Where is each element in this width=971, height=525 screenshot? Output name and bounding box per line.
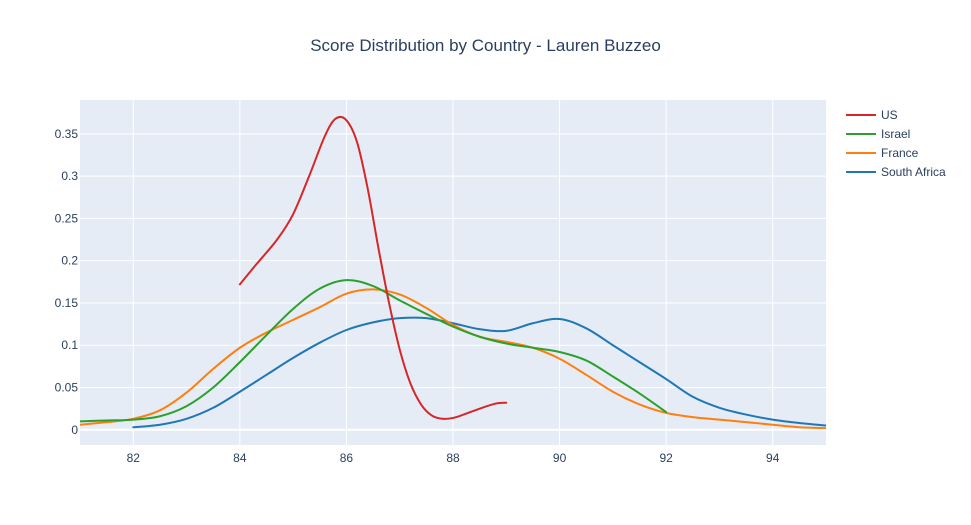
y-tick-label: 0.3 xyxy=(61,169,78,183)
x-axis-ticks: 82 84 86 88 90 92 94 xyxy=(127,451,780,465)
x-tick-label: 82 xyxy=(127,451,141,465)
x-tick-label: 92 xyxy=(659,451,673,465)
y-axis-ticks: 0 0.05 0.1 0.15 0.2 0.25 0.3 0.35 xyxy=(55,127,79,437)
y-tick-label: 0.15 xyxy=(55,296,79,310)
legend-item-france[interactable]: France xyxy=(846,146,919,160)
x-tick-label: 90 xyxy=(553,451,567,465)
gridlines xyxy=(80,100,826,445)
legend: US Israel France South Africa xyxy=(846,108,946,179)
y-tick-label: 0.25 xyxy=(55,211,79,225)
legend-label: South Africa xyxy=(881,165,946,179)
legend-item-us[interactable]: US xyxy=(846,108,898,122)
y-tick-label: 0 xyxy=(71,423,78,437)
x-tick-label: 94 xyxy=(766,451,780,465)
series-line-israel[interactable] xyxy=(80,279,668,423)
y-tick-label: 0.2 xyxy=(61,254,78,268)
y-tick-label: 0.35 xyxy=(55,127,79,141)
x-tick-label: 86 xyxy=(340,451,354,465)
legend-item-israel[interactable]: Israel xyxy=(846,127,910,141)
x-tick-label: 84 xyxy=(233,451,247,465)
legend-label: France xyxy=(881,146,919,160)
legend-item-south-africa[interactable]: South Africa xyxy=(846,165,946,179)
legend-label: US xyxy=(881,108,898,122)
series-line-france[interactable] xyxy=(80,288,826,430)
y-tick-label: 0.05 xyxy=(55,381,79,395)
legend-label: Israel xyxy=(881,127,910,141)
x-tick-label: 88 xyxy=(446,451,460,465)
y-tick-label: 0.1 xyxy=(61,338,78,352)
series-line-us[interactable] xyxy=(238,115,508,420)
series-line-south-africa[interactable] xyxy=(132,316,826,429)
chart-title: Score Distribution by Country - Lauren B… xyxy=(310,36,661,55)
series-layer xyxy=(80,115,826,430)
